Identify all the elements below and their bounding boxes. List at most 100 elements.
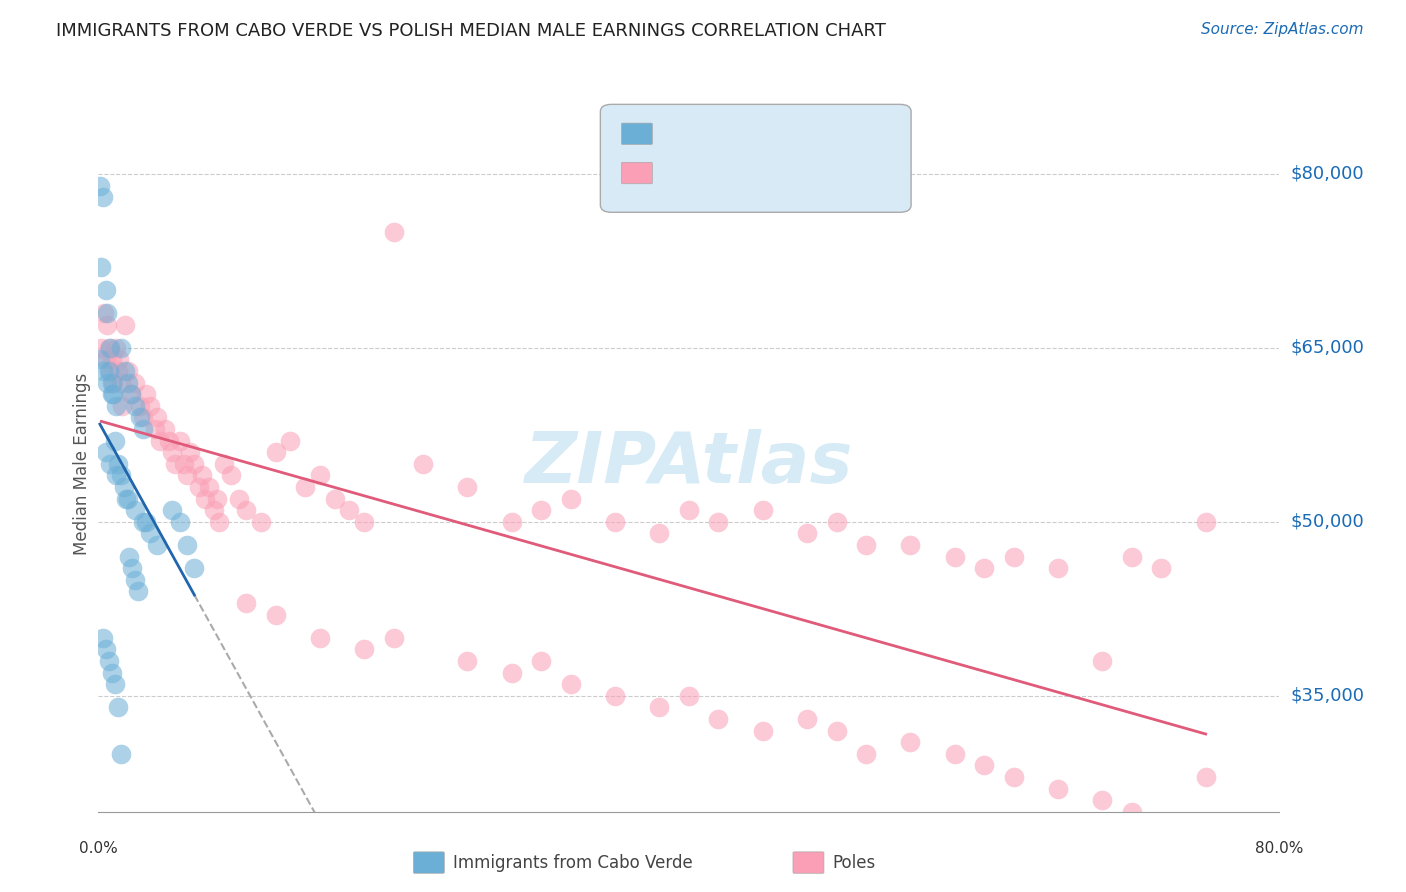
Point bbox=[97, 341, 120, 355]
Point bbox=[169, 434, 191, 448]
Point bbox=[120, 387, 142, 401]
Point bbox=[153, 422, 176, 436]
Text: 50: 50 bbox=[848, 125, 873, 143]
Point bbox=[94, 642, 117, 657]
Point bbox=[560, 677, 582, 691]
Point bbox=[900, 538, 922, 552]
Point bbox=[1002, 770, 1025, 784]
Point bbox=[943, 549, 966, 564]
Text: 80.0%: 80.0% bbox=[1256, 840, 1303, 855]
Point bbox=[176, 468, 198, 483]
Point bbox=[124, 573, 146, 587]
Point bbox=[120, 387, 142, 401]
Point bbox=[973, 758, 995, 772]
Point bbox=[605, 515, 627, 529]
Point bbox=[112, 480, 135, 494]
Point bbox=[250, 515, 273, 529]
Point bbox=[98, 364, 121, 378]
Point bbox=[183, 561, 205, 575]
Point bbox=[179, 445, 201, 459]
Point bbox=[825, 723, 848, 738]
Point bbox=[1046, 781, 1069, 796]
Point bbox=[96, 376, 118, 390]
Point bbox=[530, 503, 553, 517]
Point bbox=[501, 665, 523, 680]
Point bbox=[208, 515, 231, 529]
Point bbox=[353, 642, 375, 657]
Point bbox=[1121, 549, 1143, 564]
Point bbox=[943, 747, 966, 761]
Point bbox=[648, 700, 671, 714]
Point bbox=[146, 410, 169, 425]
Text: $35,000: $35,000 bbox=[1291, 687, 1365, 705]
Point bbox=[157, 434, 180, 448]
Point bbox=[97, 654, 120, 668]
Point bbox=[1091, 793, 1114, 807]
Text: $65,000: $65,000 bbox=[1291, 339, 1364, 357]
Point bbox=[605, 689, 627, 703]
Point bbox=[501, 515, 523, 529]
Point bbox=[169, 515, 191, 529]
Point bbox=[187, 480, 209, 494]
Point bbox=[103, 387, 125, 401]
Point bbox=[1046, 561, 1069, 575]
Point bbox=[149, 434, 172, 448]
Point bbox=[1150, 561, 1173, 575]
Point bbox=[278, 434, 302, 448]
Point bbox=[93, 306, 115, 320]
Point bbox=[202, 503, 225, 517]
Text: Source: ZipAtlas.com: Source: ZipAtlas.com bbox=[1201, 22, 1364, 37]
Point bbox=[382, 631, 405, 645]
Point bbox=[124, 399, 146, 413]
Point bbox=[98, 341, 121, 355]
Point bbox=[212, 457, 235, 471]
Point bbox=[309, 631, 332, 645]
Point bbox=[96, 306, 118, 320]
Text: R = -0.276   N =: R = -0.276 N = bbox=[661, 125, 803, 143]
Point bbox=[560, 491, 582, 506]
Point bbox=[118, 549, 141, 564]
Point bbox=[1195, 515, 1218, 529]
Point bbox=[162, 503, 183, 517]
Point bbox=[323, 491, 346, 506]
Point bbox=[294, 480, 316, 494]
Point bbox=[146, 538, 169, 552]
Point bbox=[128, 410, 150, 425]
Point bbox=[219, 468, 242, 483]
Point bbox=[127, 584, 149, 599]
Y-axis label: Median Male Earnings: Median Male Earnings bbox=[73, 373, 91, 555]
Point bbox=[353, 515, 375, 529]
Point bbox=[707, 712, 730, 726]
Point bbox=[707, 515, 730, 529]
Point bbox=[89, 178, 111, 193]
Point bbox=[104, 434, 127, 448]
Point bbox=[194, 491, 217, 506]
Point bbox=[205, 491, 228, 506]
Point bbox=[132, 410, 155, 425]
Point bbox=[855, 538, 877, 552]
Point bbox=[90, 260, 112, 274]
Point bbox=[105, 399, 128, 413]
Point bbox=[105, 468, 128, 483]
Text: $50,000: $50,000 bbox=[1291, 513, 1364, 531]
Point bbox=[173, 457, 195, 471]
Point bbox=[105, 341, 128, 355]
Point bbox=[128, 399, 150, 413]
Point bbox=[139, 399, 162, 413]
Point bbox=[139, 526, 162, 541]
Point bbox=[228, 491, 250, 506]
Point bbox=[309, 468, 332, 483]
Point bbox=[1002, 549, 1025, 564]
Point bbox=[973, 561, 995, 575]
Point bbox=[132, 515, 155, 529]
Text: $80,000: $80,000 bbox=[1291, 165, 1364, 183]
Point bbox=[89, 352, 111, 367]
Point bbox=[117, 364, 139, 378]
Text: Immigrants from Cabo Verde: Immigrants from Cabo Verde bbox=[453, 854, 693, 871]
Point bbox=[143, 422, 166, 436]
Point bbox=[751, 503, 773, 517]
Point bbox=[183, 457, 205, 471]
Point bbox=[198, 480, 221, 494]
Point bbox=[91, 631, 114, 645]
Point bbox=[648, 526, 671, 541]
